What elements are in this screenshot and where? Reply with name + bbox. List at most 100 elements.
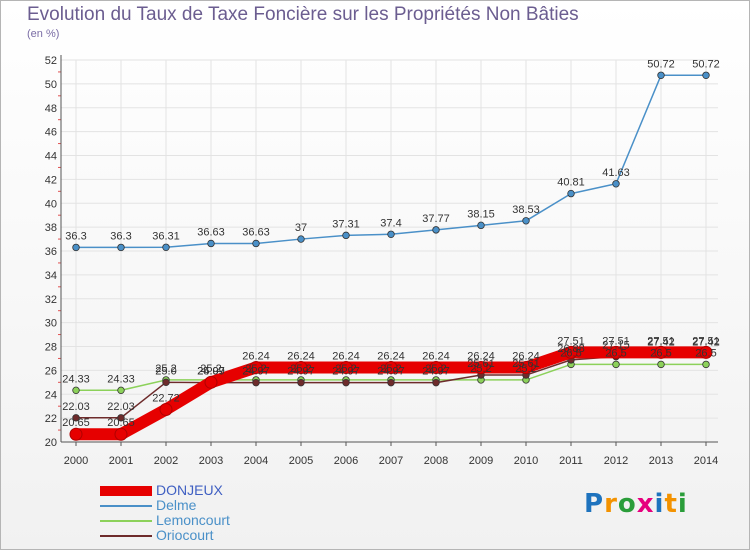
logo-letter: r bbox=[604, 489, 618, 519]
legend-swatch-donjeux bbox=[100, 486, 152, 496]
data-point-donjeux bbox=[339, 361, 353, 375]
data-label-oriocourt: 24.97 bbox=[332, 366, 360, 378]
y-tick-label: 42 bbox=[45, 174, 57, 186]
data-point-donjeux bbox=[294, 361, 308, 375]
y-tick-label: 36 bbox=[45, 246, 57, 258]
y-tick-label: 40 bbox=[45, 198, 57, 210]
x-tick-label: 2014 bbox=[694, 455, 718, 467]
y-tick-label: 26 bbox=[45, 365, 57, 377]
data-label-oriocourt: 27.42 bbox=[692, 336, 720, 348]
y-tick-label: 50 bbox=[45, 79, 57, 91]
data-point-oriocourt bbox=[387, 378, 395, 387]
data-label-donjeux: 26.24 bbox=[512, 351, 540, 363]
y-tick-label: 38 bbox=[45, 222, 57, 234]
data-point-delme bbox=[297, 235, 305, 243]
y-tick-label: 52 bbox=[45, 55, 57, 67]
data-label-lemoncourt: 25.2 bbox=[470, 363, 491, 375]
x-tick-label: 2003 bbox=[199, 455, 223, 467]
data-point-donjeux bbox=[249, 361, 263, 375]
data-point-lemoncourt bbox=[72, 386, 80, 395]
x-tick-label: 2012 bbox=[604, 455, 628, 467]
y-tick-label: 34 bbox=[45, 270, 57, 282]
x-tick-label: 2011 bbox=[559, 455, 583, 467]
legend-swatch-oriocourt bbox=[100, 535, 152, 537]
data-point-delme bbox=[702, 71, 710, 79]
data-point-donjeux bbox=[699, 345, 713, 359]
data-label-lemoncourt: 26.5 bbox=[560, 347, 581, 359]
data-label-lemoncourt: 25.2 bbox=[155, 363, 176, 375]
data-label-lemoncourt: 25.2 bbox=[245, 363, 266, 375]
data-point-lemoncourt bbox=[612, 360, 620, 369]
legend-label-lemoncourt: Lemoncourt bbox=[156, 512, 230, 528]
y-tick-label: 24 bbox=[45, 389, 57, 401]
x-tick-label: 2013 bbox=[649, 455, 673, 467]
data-label-donjeux: 27.51 bbox=[557, 335, 585, 347]
data-label-lemoncourt: 25.2 bbox=[425, 363, 446, 375]
data-point-oriocourt bbox=[72, 414, 80, 422]
data-point-delme bbox=[567, 189, 575, 198]
data-label-oriocourt: 25.0 bbox=[155, 365, 176, 377]
data-label-lemoncourt: 26.5 bbox=[695, 347, 716, 359]
data-point-donjeux bbox=[69, 427, 83, 441]
data-label-lemoncourt: 26.5 bbox=[650, 347, 671, 359]
data-point-donjeux bbox=[564, 345, 578, 359]
data-label-delme: 50.72 bbox=[692, 58, 720, 70]
data-point-delme bbox=[342, 231, 350, 240]
legend-swatch-delme bbox=[100, 505, 152, 507]
data-point-delme bbox=[252, 239, 260, 248]
x-tick-label: 2008 bbox=[424, 455, 448, 467]
data-point-donjeux bbox=[114, 427, 128, 441]
data-point-delme bbox=[387, 230, 395, 238]
data-label-oriocourt: 24.97 bbox=[197, 366, 225, 378]
logo-letter: i bbox=[654, 489, 665, 519]
data-label-oriocourt: 25.61 bbox=[512, 358, 540, 370]
data-label-donjeux: 26.24 bbox=[332, 351, 360, 363]
data-label-donjeux: 20.65 bbox=[107, 417, 135, 429]
data-label-lemoncourt: 25.2 bbox=[515, 363, 536, 375]
data-label-delme: 37.31 bbox=[332, 218, 360, 230]
data-point-donjeux bbox=[429, 361, 443, 375]
y-tick-label: 20 bbox=[45, 437, 57, 449]
data-point-delme bbox=[477, 221, 485, 230]
data-point-oriocourt bbox=[297, 378, 305, 387]
data-point-donjeux bbox=[654, 345, 668, 359]
x-tick-label: 2000 bbox=[64, 455, 88, 467]
proxiti-logo[interactable]: Proxiti bbox=[584, 489, 688, 519]
data-label-lemoncourt: 25.2 bbox=[335, 363, 356, 375]
x-tick-label: 2005 bbox=[289, 455, 313, 467]
data-label-delme: 38.53 bbox=[512, 204, 540, 216]
data-point-delme bbox=[72, 243, 80, 252]
data-label-donjeux: 26.24 bbox=[287, 351, 315, 363]
data-label-delme: 36.3 bbox=[65, 230, 86, 242]
data-label-oriocourt: 24.97 bbox=[422, 366, 450, 378]
y-tick-label: 32 bbox=[45, 294, 57, 306]
data-label-donjeux: 26.24 bbox=[242, 351, 270, 363]
data-label-delme: 41.63 bbox=[602, 167, 630, 179]
data-label-oriocourt: 27.15 bbox=[602, 340, 630, 352]
data-label-lemoncourt: 26.5 bbox=[605, 347, 626, 359]
chart-title: Evolution du Taux de Taxe Foncière sur l… bbox=[27, 4, 579, 25]
logo-letter: t bbox=[664, 489, 678, 519]
data-point-lemoncourt bbox=[117, 386, 125, 395]
data-label-delme: 36.63 bbox=[197, 226, 225, 238]
y-tick-label: 46 bbox=[45, 127, 57, 139]
data-point-lemoncourt bbox=[702, 360, 710, 369]
data-point-delme bbox=[432, 226, 440, 234]
data-point-delme bbox=[162, 243, 170, 251]
data-label-delme: 36.31 bbox=[152, 230, 180, 242]
data-point-oriocourt bbox=[342, 378, 350, 387]
logo-letter: i bbox=[677, 489, 688, 519]
data-point-delme bbox=[117, 243, 125, 252]
x-tick-label: 2009 bbox=[469, 455, 493, 467]
data-point-delme bbox=[612, 180, 620, 188]
data-label-donjeux: 22.72 bbox=[152, 393, 180, 405]
data-point-donjeux bbox=[519, 361, 533, 375]
x-tick-label: 2004 bbox=[244, 455, 268, 467]
y-axis-unit: (en %) bbox=[27, 28, 60, 40]
x-tick-label: 2001 bbox=[109, 455, 133, 467]
x-tick-label: 2002 bbox=[154, 455, 178, 467]
data-label-delme: 50.72 bbox=[647, 58, 675, 70]
data-label-oriocourt: 24.97 bbox=[242, 366, 270, 378]
logo-letter: P bbox=[584, 489, 605, 519]
data-label-oriocourt: 24.97 bbox=[287, 366, 315, 378]
